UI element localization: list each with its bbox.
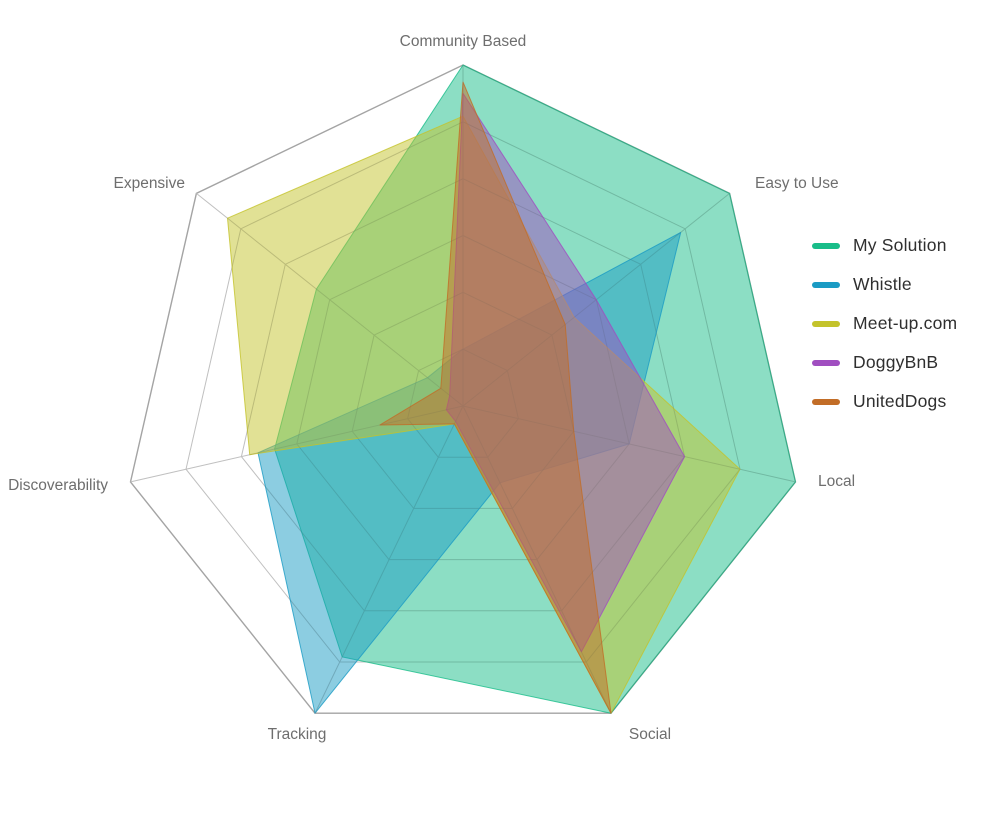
axis-label-easy-to-use: Easy to Use <box>755 175 839 192</box>
axis-spoke <box>314 405 464 714</box>
axis-spoke <box>196 192 464 407</box>
series-polygon-uniteddogs <box>379 81 612 714</box>
grid-ring <box>185 121 741 663</box>
axis-label-local: Local <box>818 473 855 490</box>
legend-swatch-whistle <box>812 281 840 288</box>
axis-spoke <box>462 405 796 483</box>
axis-label-social: Social <box>629 726 671 743</box>
grid-ring <box>407 348 519 458</box>
axis-label-tracking: Tracking <box>268 726 327 743</box>
legend-item-doggybnb[interactable]: DoggyBnB <box>812 343 957 382</box>
legend-label: My Solution <box>853 235 947 255</box>
legend-swatch-meet-up <box>812 320 840 327</box>
axis-spoke <box>462 192 730 407</box>
legend-label: UnitedDogs <box>853 391 947 411</box>
axis-label-expensive: Expensive <box>113 175 185 192</box>
axis-label-community-based: Community Based <box>400 33 527 50</box>
legend-label: DoggyBnB <box>853 352 939 372</box>
legend-swatch-uniteddogs <box>812 398 840 405</box>
legend-item-meet-up[interactable]: Meet-up.com <box>812 304 957 343</box>
grid-group <box>129 64 797 714</box>
axis-spoke <box>130 405 464 483</box>
grid-outer-ring <box>129 64 797 714</box>
legend-label: Meet-up.com <box>853 313 958 333</box>
grid-ring <box>296 234 630 561</box>
legend-swatch-doggybnb <box>812 359 840 366</box>
legend-swatch-my-solution <box>812 242 840 249</box>
grid-ring <box>351 291 575 509</box>
legend-label: Whistle <box>853 274 912 294</box>
axis-spoke <box>462 405 612 714</box>
grid-ring <box>240 178 686 612</box>
legend-item-my-solution[interactable]: My Solution <box>812 226 957 265</box>
legend: My Solution Whistle Meet-up.com DoggyBnB… <box>812 226 957 421</box>
axis-label-discoverability: Discoverability <box>8 477 108 494</box>
legend-item-whistle[interactable]: Whistle <box>812 265 957 304</box>
legend-item-uniteddogs[interactable]: UnitedDogs <box>812 382 957 421</box>
